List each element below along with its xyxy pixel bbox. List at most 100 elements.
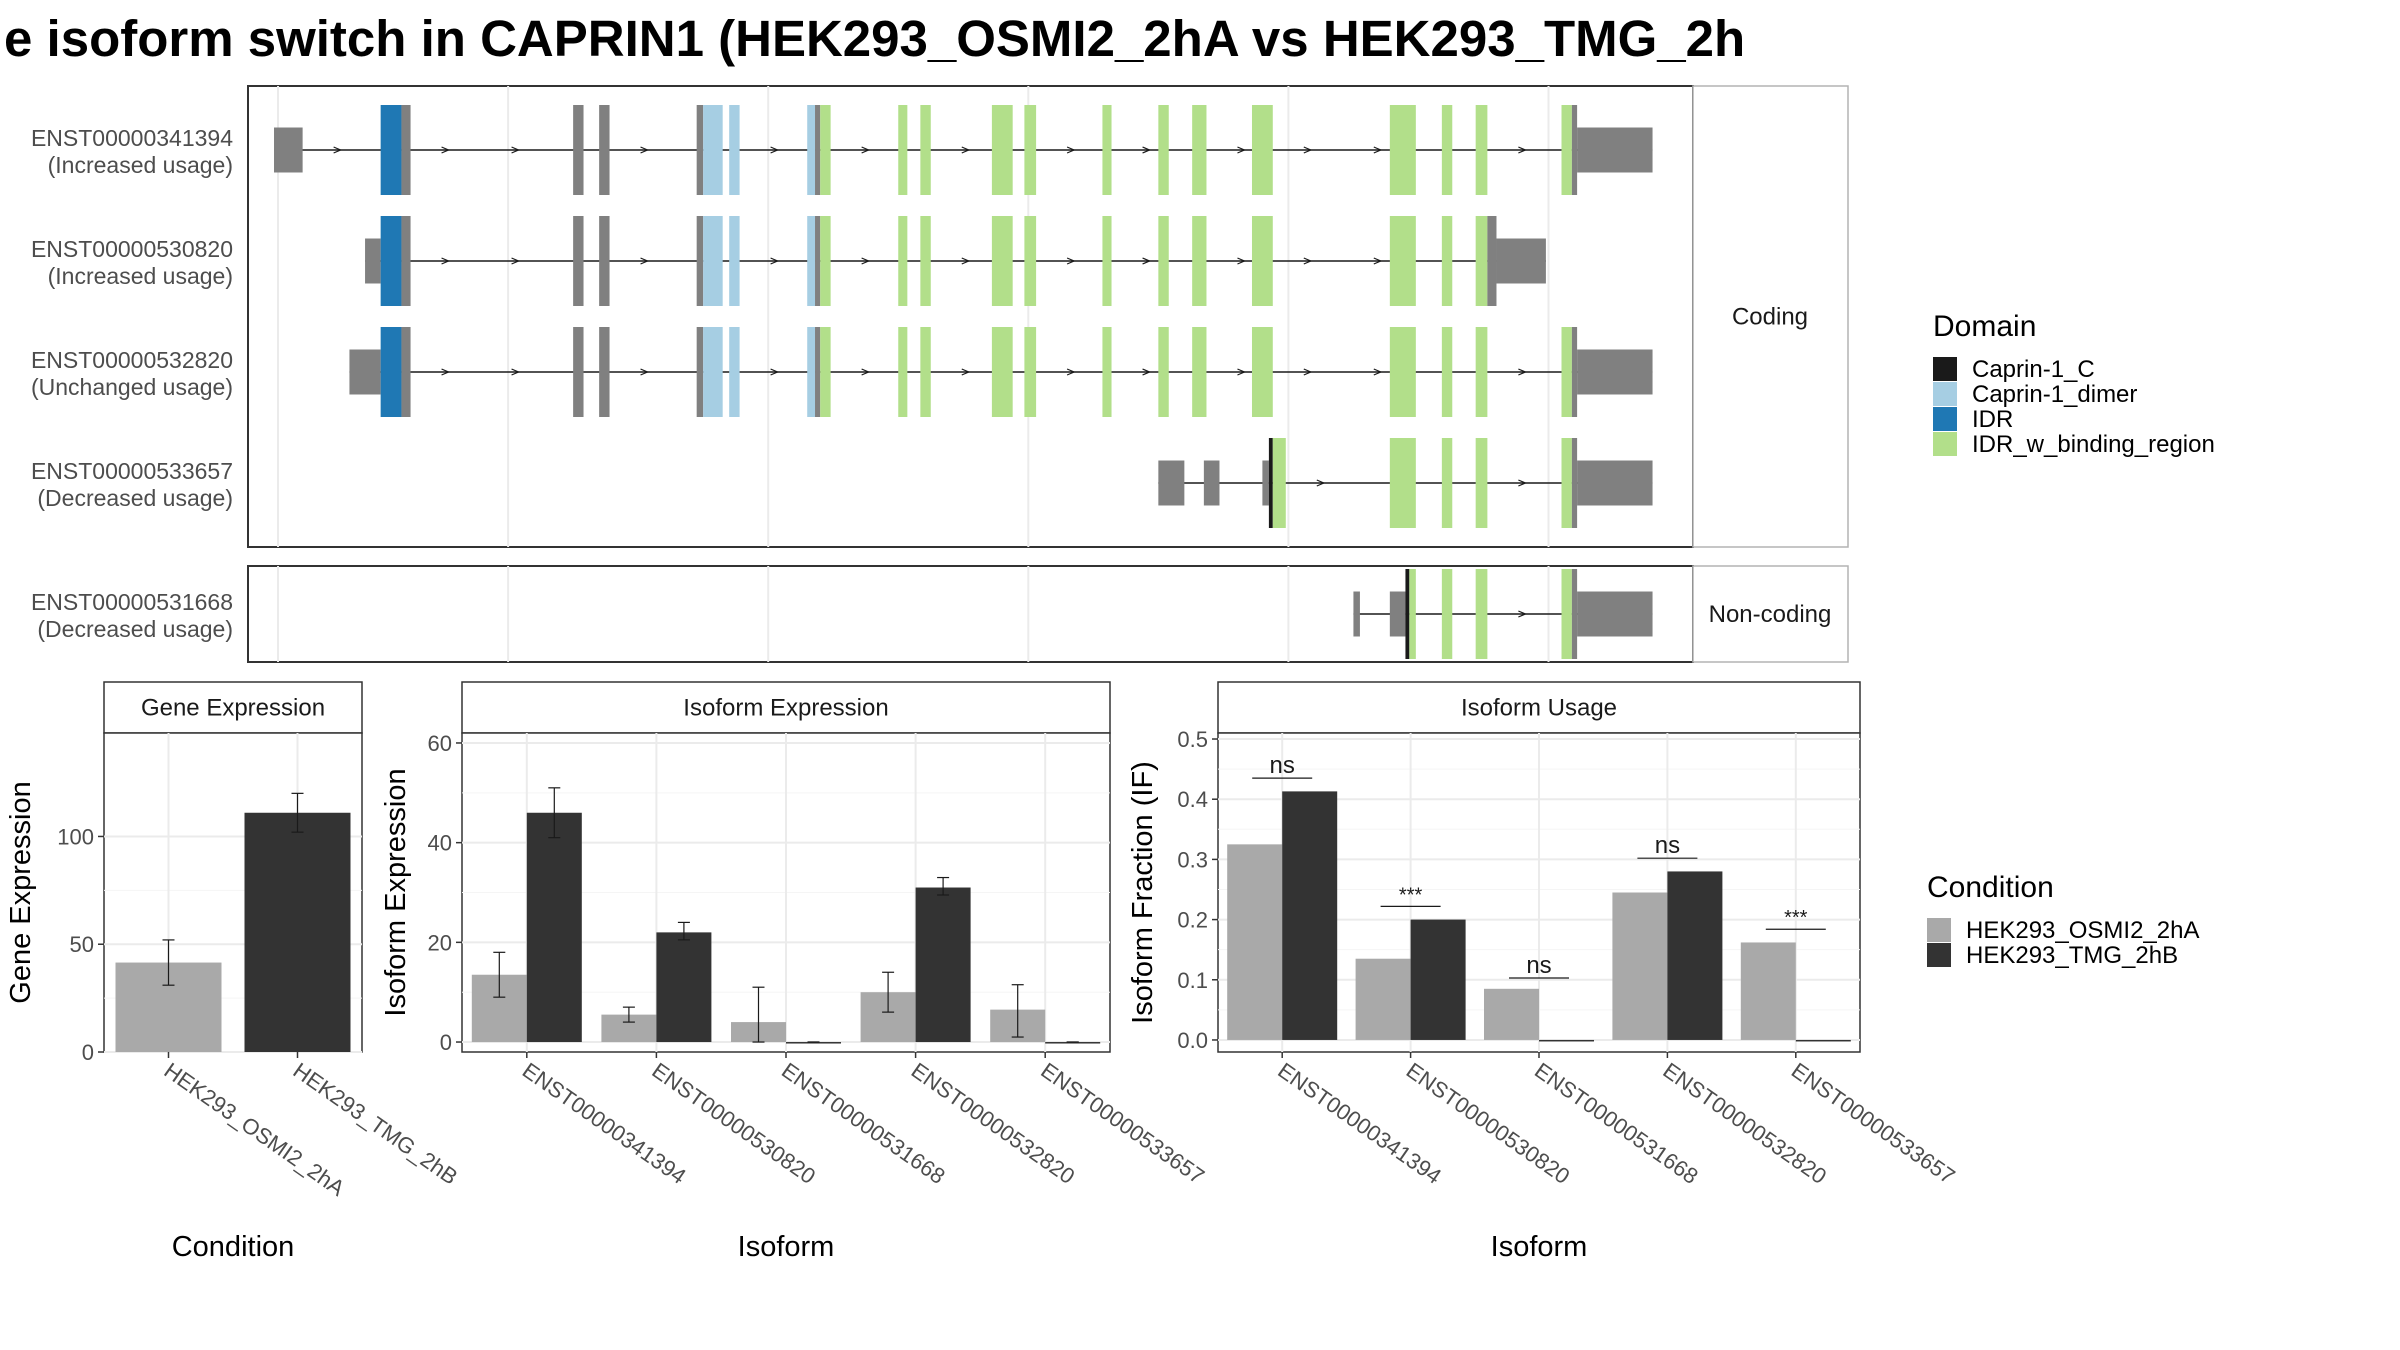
isoform-row-usage: (Increased usage) xyxy=(48,263,233,289)
exon-block xyxy=(807,105,816,195)
exon-block xyxy=(1475,105,1488,195)
y-tick-label: 100 xyxy=(57,824,94,849)
exon-block xyxy=(729,216,740,306)
exon-block xyxy=(1441,327,1453,417)
intron-arrow xyxy=(1237,257,1246,265)
exon-block xyxy=(599,216,610,306)
domain-legend-swatch xyxy=(1933,407,1957,431)
exon-block xyxy=(991,105,1013,195)
panel-strip xyxy=(103,681,363,734)
isoform-row-usage: (Decreased usage) xyxy=(37,616,233,642)
exon-block xyxy=(1441,438,1453,528)
facet-strip xyxy=(1692,565,1849,663)
exon-block xyxy=(991,327,1013,417)
intron-arrow xyxy=(1518,368,1527,376)
exon-block xyxy=(1353,591,1360,637)
exon-block xyxy=(991,216,1013,306)
y-tick-label: 0.5 xyxy=(1177,727,1208,752)
intron-arrow xyxy=(1142,146,1152,154)
intron-arrow xyxy=(1142,368,1152,376)
exon-block xyxy=(1203,460,1220,506)
domain-legend-label: IDR xyxy=(1972,406,2013,433)
exon-block xyxy=(1441,216,1453,306)
intron-arrow xyxy=(1066,257,1076,265)
exon-block xyxy=(807,216,816,306)
intron-arrow xyxy=(961,257,971,265)
isoform-row-usage: (Increased usage) xyxy=(48,152,233,178)
exon-block xyxy=(815,216,821,306)
exon-block xyxy=(1251,327,1273,417)
condition-legend-label: HEK293_OSMI2_2hA xyxy=(1966,917,2199,944)
exon-block xyxy=(401,216,411,306)
domain-legend-label: Caprin-1_dimer xyxy=(1972,381,2137,408)
bar xyxy=(1740,942,1796,1040)
exon-block xyxy=(401,327,411,417)
exon-block xyxy=(815,327,821,417)
panel-title: Isoform Usage xyxy=(1461,695,1617,722)
y-tick-label: 40 xyxy=(428,831,452,856)
intron-arrow xyxy=(1303,146,1313,154)
y-tick-label: 60 xyxy=(428,731,452,756)
intron-arrow xyxy=(1373,146,1383,154)
intron-arrow xyxy=(1518,479,1527,487)
exon-block xyxy=(703,105,723,195)
y-axis-title: Gene Expression xyxy=(5,781,37,1003)
exon-block xyxy=(1158,460,1185,506)
isoform-structure-panel: CodingNon-codingENST00000341394(Increase… xyxy=(31,85,1849,663)
y-tick-label: 50 xyxy=(70,932,94,957)
significance-label: ns xyxy=(1655,832,1680,859)
exon-block xyxy=(380,327,402,417)
exon-block xyxy=(1561,105,1572,195)
exon-block xyxy=(1389,438,1416,528)
y-tick-label: 20 xyxy=(428,930,452,955)
exon-block xyxy=(1192,105,1207,195)
intron-arrow xyxy=(441,146,451,154)
exon-block xyxy=(1561,438,1572,528)
exon-block xyxy=(729,105,740,195)
intron-arrow xyxy=(961,146,971,154)
x-axis-title: Condition xyxy=(172,1231,295,1263)
significance-label: *** xyxy=(1784,907,1808,929)
exon-block xyxy=(1024,105,1037,195)
facet-strip xyxy=(1692,85,1849,548)
exon-block xyxy=(1192,327,1207,417)
intron-arrow xyxy=(1518,610,1527,618)
intron-arrow xyxy=(1237,146,1246,154)
domain-legend-swatch xyxy=(1933,382,1957,406)
exon-block xyxy=(920,105,931,195)
exon-block xyxy=(1475,438,1488,528)
intron-arrow xyxy=(770,146,780,154)
exon-block xyxy=(815,105,821,195)
bar xyxy=(1045,1042,1101,1044)
exon-block xyxy=(1262,460,1269,506)
exon-block xyxy=(1251,105,1273,195)
y-tick-label: 0.3 xyxy=(1177,847,1208,872)
significance-label: ns xyxy=(1526,952,1551,979)
exon-block xyxy=(1389,327,1416,417)
exon-block xyxy=(573,216,584,306)
condition-legend-label: HEK293_TMG_2hB xyxy=(1966,942,2178,969)
exon-block xyxy=(1192,216,1207,306)
exon-block xyxy=(1475,327,1488,417)
significance-label: ns xyxy=(1270,752,1295,779)
bar xyxy=(1484,988,1539,1040)
bar xyxy=(915,887,971,1043)
exon-block xyxy=(1272,438,1286,528)
intron-arrow xyxy=(961,368,971,376)
intron-arrow xyxy=(861,368,871,376)
bar xyxy=(1355,958,1411,1040)
exon-block xyxy=(820,327,831,417)
exon-block xyxy=(1024,216,1037,306)
y-axis-title: Isoform Fraction (IF) xyxy=(1127,761,1159,1024)
exon-block xyxy=(920,216,931,306)
exon-block xyxy=(1571,438,1578,528)
intron-arrow xyxy=(1303,257,1313,265)
y-axis-title: Isoform Expression xyxy=(380,768,412,1016)
exon-block xyxy=(1571,105,1578,195)
figure-title: e isoform switch in CAPRIN1 (HEK293_OSMI… xyxy=(4,10,1745,67)
bar xyxy=(526,812,582,1043)
isoform-row-usage: (Unchanged usage) xyxy=(31,374,233,400)
exon-block xyxy=(1561,327,1572,417)
exon-block xyxy=(599,327,610,417)
